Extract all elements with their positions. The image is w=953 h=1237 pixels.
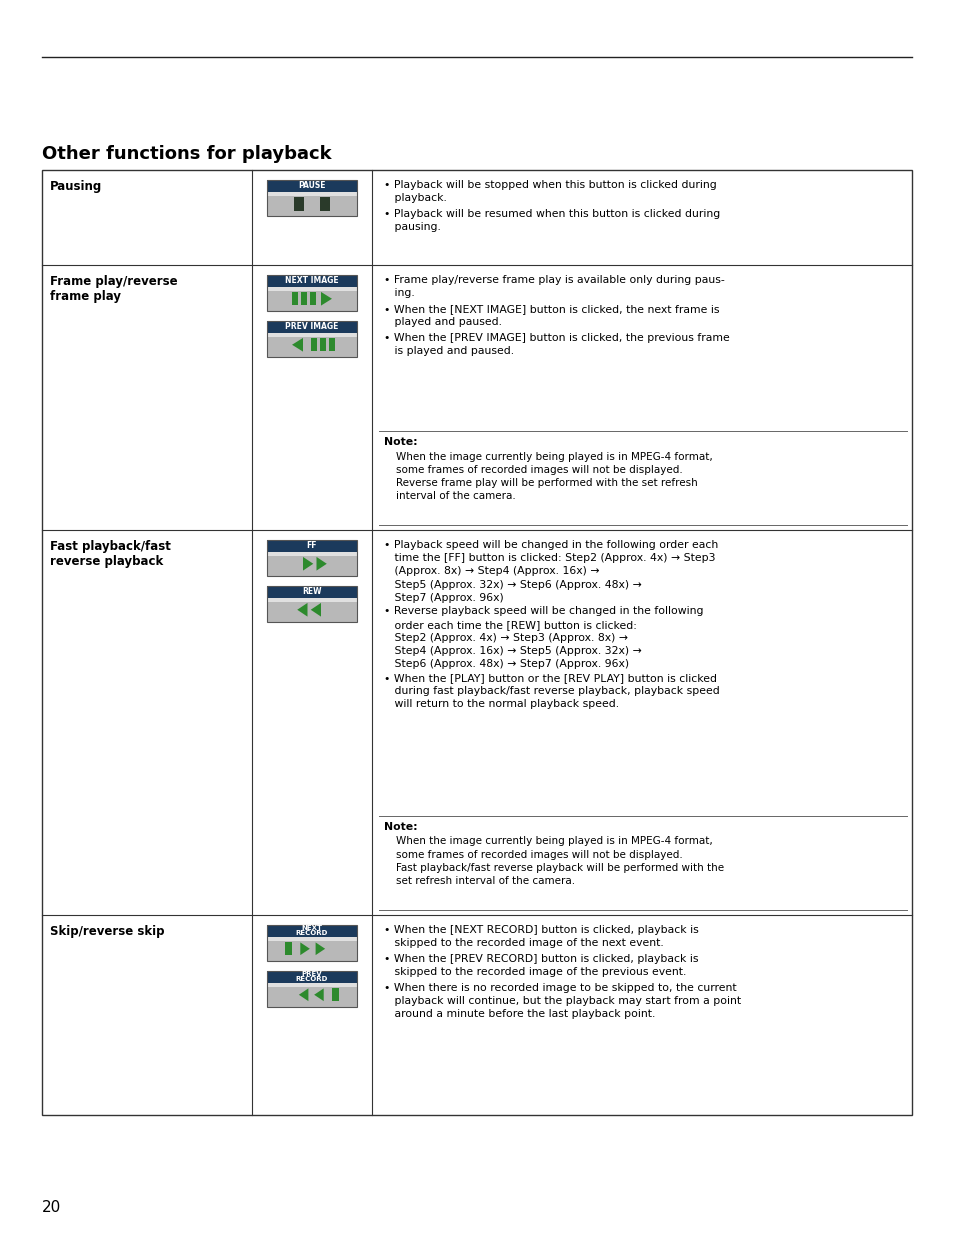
Bar bbox=[285, 943, 292, 955]
Bar bbox=[292, 292, 298, 306]
Text: Fast playback/fast
reverse playback: Fast playback/fast reverse playback bbox=[50, 541, 171, 568]
Text: NEXT IMAGE: NEXT IMAGE bbox=[285, 276, 338, 286]
Bar bbox=[267, 586, 356, 622]
Bar bbox=[42, 169, 911, 1115]
Bar bbox=[267, 982, 356, 987]
Text: • When the [NEXT IMAGE] button is clicked, the next frame is
   played and pause: • When the [NEXT IMAGE] button is clicke… bbox=[384, 304, 719, 328]
Bar bbox=[310, 292, 316, 306]
Bar bbox=[267, 552, 356, 555]
Bar bbox=[267, 192, 356, 216]
Text: Other functions for playback: Other functions for playback bbox=[42, 145, 332, 163]
Bar bbox=[267, 971, 356, 982]
Bar bbox=[267, 541, 356, 552]
Polygon shape bbox=[316, 557, 327, 570]
Polygon shape bbox=[311, 602, 320, 616]
Text: PREV IMAGE: PREV IMAGE bbox=[285, 323, 338, 332]
Bar bbox=[320, 197, 330, 210]
Text: When the image currently being played is in MPEG-4 format,
some frames of record: When the image currently being played is… bbox=[395, 452, 712, 501]
Bar bbox=[267, 586, 356, 597]
Bar bbox=[267, 541, 356, 576]
Polygon shape bbox=[315, 943, 325, 955]
Bar bbox=[267, 333, 356, 357]
Text: Skip/reverse skip: Skip/reverse skip bbox=[50, 925, 164, 938]
Text: • When the [PREV RECORD] button is clicked, playback is
   skipped to the record: • When the [PREV RECORD] button is click… bbox=[384, 954, 698, 977]
Bar bbox=[294, 197, 304, 210]
Bar bbox=[319, 338, 326, 351]
Bar bbox=[267, 597, 356, 602]
Text: RECORD: RECORD bbox=[295, 930, 328, 936]
Bar bbox=[267, 597, 356, 622]
Bar bbox=[267, 971, 356, 1007]
Text: Note:: Note: bbox=[384, 823, 417, 833]
Bar bbox=[267, 552, 356, 576]
Polygon shape bbox=[314, 988, 323, 1001]
Bar bbox=[267, 275, 356, 310]
Bar bbox=[332, 988, 338, 1001]
Bar bbox=[267, 320, 356, 333]
Text: • When the [PREV IMAGE] button is clicked, the previous frame
   is played and p: • When the [PREV IMAGE] button is clicke… bbox=[384, 333, 729, 356]
Text: NEXT: NEXT bbox=[301, 925, 322, 931]
Text: When the image currently being played is in MPEG-4 format,
some frames of record: When the image currently being played is… bbox=[395, 836, 723, 886]
Bar bbox=[267, 287, 356, 291]
Text: • Playback will be resumed when this button is clicked during
   pausing.: • Playback will be resumed when this but… bbox=[384, 209, 720, 233]
Text: FF: FF bbox=[307, 542, 317, 550]
Text: • Playback speed will be changed in the following order each
   time the [FF] bu: • Playback speed will be changed in the … bbox=[384, 541, 718, 602]
Text: • Reverse playback speed will be changed in the following
   order each time the: • Reverse playback speed will be changed… bbox=[384, 606, 702, 669]
Bar bbox=[267, 333, 356, 336]
Polygon shape bbox=[320, 292, 332, 306]
Text: • When the [NEXT RECORD] button is clicked, playback is
   skipped to the record: • When the [NEXT RECORD] button is click… bbox=[384, 925, 698, 949]
Text: RECORD: RECORD bbox=[295, 976, 328, 982]
Text: Note:: Note: bbox=[384, 437, 417, 447]
Bar bbox=[267, 982, 356, 1007]
Bar bbox=[267, 925, 356, 961]
Bar bbox=[311, 338, 316, 351]
Text: REW: REW bbox=[302, 588, 321, 596]
Bar bbox=[267, 936, 356, 941]
Polygon shape bbox=[298, 988, 308, 1001]
Polygon shape bbox=[292, 338, 303, 351]
Text: • Playback will be stopped when this button is clicked during
   playback.: • Playback will be stopped when this but… bbox=[384, 181, 716, 203]
Polygon shape bbox=[297, 602, 307, 616]
Bar bbox=[301, 292, 307, 306]
Bar bbox=[267, 925, 356, 936]
Text: Frame play/reverse
frame play: Frame play/reverse frame play bbox=[50, 275, 177, 303]
Bar bbox=[267, 181, 356, 192]
Bar bbox=[267, 320, 356, 357]
Polygon shape bbox=[300, 943, 310, 955]
Bar bbox=[267, 287, 356, 310]
Bar bbox=[267, 275, 356, 287]
Text: Pausing: Pausing bbox=[50, 181, 102, 193]
Bar bbox=[267, 181, 356, 216]
Text: • Frame play/reverse frame play is available only during paus-
   ing.: • Frame play/reverse frame play is avail… bbox=[384, 275, 724, 298]
Text: • When the [PLAY] button or the [REV PLAY] button is clicked
   during fast play: • When the [PLAY] button or the [REV PLA… bbox=[384, 673, 719, 709]
Text: • When there is no recorded image to be skipped to, the current
   playback will: • When there is no recorded image to be … bbox=[384, 983, 740, 1019]
Bar bbox=[328, 338, 335, 351]
Polygon shape bbox=[303, 557, 313, 570]
Text: 20: 20 bbox=[42, 1200, 61, 1215]
Bar bbox=[267, 192, 356, 195]
Text: PAUSE: PAUSE bbox=[298, 182, 325, 190]
Text: PREV: PREV bbox=[301, 971, 322, 977]
Bar bbox=[267, 936, 356, 961]
